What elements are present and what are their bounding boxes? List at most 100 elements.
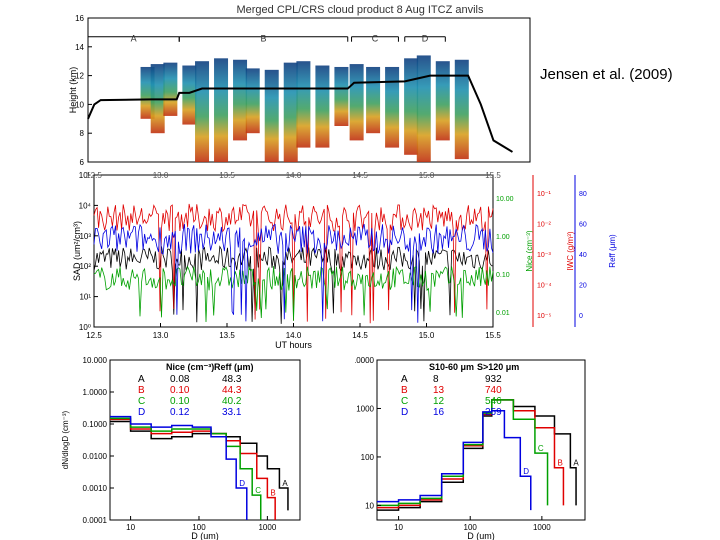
segment-label: C <box>372 34 379 44</box>
right-tick-label: 0 <box>579 313 583 320</box>
x-tick-label: 100 <box>464 523 478 532</box>
x-tick-label: 1000 <box>258 523 276 532</box>
cloud-column <box>245 68 260 134</box>
series-line-D <box>110 415 248 520</box>
table-cell: D <box>138 407 145 418</box>
x-tick-label-top: 15.5 <box>485 171 501 180</box>
cloud-column <box>214 58 229 162</box>
x-tick-label-top: 15.0 <box>419 171 435 180</box>
y-tick-label: 6 <box>80 158 85 167</box>
series-line-SAD <box>93 245 494 324</box>
table-header: Reff (μm) <box>214 362 254 372</box>
right-tick-label: 0.01 <box>496 310 510 317</box>
cloud-column <box>195 61 210 163</box>
x-tick-label-top: 13.0 <box>153 171 169 180</box>
y-tick-label: 10.000 <box>83 356 108 365</box>
x-axis-label: UT hours <box>275 340 312 350</box>
cloud-column <box>315 65 330 148</box>
right-tick-label: 60 <box>579 222 587 229</box>
x-tick-label: 12.5 <box>86 331 102 340</box>
table-cell: 48.3 <box>222 374 242 385</box>
right-tick-label: 10.00 <box>496 196 514 203</box>
x-tick-label: 14.5 <box>352 331 368 340</box>
series-label: D <box>239 479 245 488</box>
y-tick-label: 0.0100 <box>83 452 108 461</box>
y-tick-label: 10⁵ <box>79 171 91 180</box>
y-tick-label: 10³ <box>79 232 91 241</box>
y-tick-label: 16 <box>75 14 84 23</box>
series-line-Reff <box>93 223 494 323</box>
table-cell: 13 <box>433 385 445 396</box>
right-axis-label: IWC (g/m³) <box>566 231 575 270</box>
table-cell: A <box>401 374 408 385</box>
x-tick-label: 1000 <box>533 523 551 532</box>
y-axis-label: SAD (um²/cm³) <box>72 221 82 281</box>
series-label: D <box>523 467 529 476</box>
series-line-D <box>377 409 532 511</box>
table-cell: 8 <box>433 374 439 385</box>
y-axis-label: Height (km) <box>68 67 78 114</box>
y-tick-label: 8 <box>80 129 85 138</box>
right-tick-label: 40 <box>579 252 587 259</box>
x-tick-label-top: 14.5 <box>352 171 368 180</box>
y-tick-label: 10¹ <box>79 293 91 302</box>
table-cell: 44.3 <box>222 385 242 396</box>
table-header: Nice (cm⁻³) <box>166 362 214 372</box>
x-tick-label: 10 <box>126 523 135 532</box>
x-tick-label: 13.0 <box>153 331 169 340</box>
table-header: S10-60 μm <box>429 362 474 372</box>
y-tick-label: 10⁰ <box>79 323 91 332</box>
right-tick-label: 80 <box>579 191 587 198</box>
table-cell: 12 <box>433 396 445 407</box>
table-cell: 40.2 <box>222 396 242 407</box>
cloud-column <box>163 62 178 116</box>
right-tick-label: 0.10 <box>496 272 510 279</box>
series-label: B <box>557 459 562 468</box>
right-axis-label: Reff (μm) <box>608 234 617 268</box>
middle-panel: 12.512.513.013.013.513.514.014.014.514.5… <box>72 171 617 350</box>
series-label: A <box>573 459 579 468</box>
table-cell: 932 <box>485 374 502 385</box>
chart-title: Merged CPL/CRS cloud product 8 Aug ITCZ … <box>236 4 484 16</box>
y-tick-label: 0.0001 <box>83 516 108 525</box>
attribution: Jensen et al. (2009) <box>540 66 673 83</box>
table-cell: 16 <box>433 407 445 418</box>
y-tick-label: 1.0000 <box>83 388 108 397</box>
x-tick-label: 15.0 <box>419 331 435 340</box>
segment-label: B <box>260 34 266 44</box>
table-cell: 33.1 <box>222 407 242 418</box>
y-tick-label: 10² <box>79 262 91 271</box>
segment-label: D <box>422 34 429 44</box>
table-cell: A <box>138 374 145 385</box>
top-panel: Merged CPL/CRS cloud product 8 Aug ITCZ … <box>68 4 531 167</box>
cloud-column <box>385 66 400 148</box>
cloud-column <box>349 64 364 141</box>
cloud-column <box>334 66 349 126</box>
series-label: A <box>282 479 288 488</box>
series-label: C <box>255 486 261 495</box>
table-cell: B <box>401 385 408 396</box>
table-header: S>120 μm <box>477 362 519 372</box>
table-cell: 0.10 <box>170 385 190 396</box>
cloud-column <box>404 58 419 155</box>
right-tick-label: 10⁻³ <box>537 252 551 259</box>
plot-frame <box>109 359 301 521</box>
cloud-column <box>233 59 248 141</box>
x-tick-label: 13.5 <box>219 331 235 340</box>
table-cell: B <box>138 385 145 396</box>
table-cell: 0.10 <box>170 396 190 407</box>
table-cell: 259 <box>485 407 502 418</box>
series-line-Nice <box>93 265 494 323</box>
y-tick-label: 100 <box>361 453 375 462</box>
right-tick-label: 10⁻⁵ <box>537 313 551 320</box>
segment-label: A <box>131 34 137 44</box>
y-tick-label: 10⁴ <box>79 201 92 210</box>
y-tick-label: 10 <box>365 501 374 510</box>
right-tick-label: 10⁻⁴ <box>537 282 552 289</box>
cloud-column <box>264 69 279 162</box>
table-cell: 0.12 <box>170 407 190 418</box>
right-tick-label: 10⁻² <box>537 222 551 229</box>
cloud-column <box>182 65 197 125</box>
cloud-column <box>435 61 450 141</box>
